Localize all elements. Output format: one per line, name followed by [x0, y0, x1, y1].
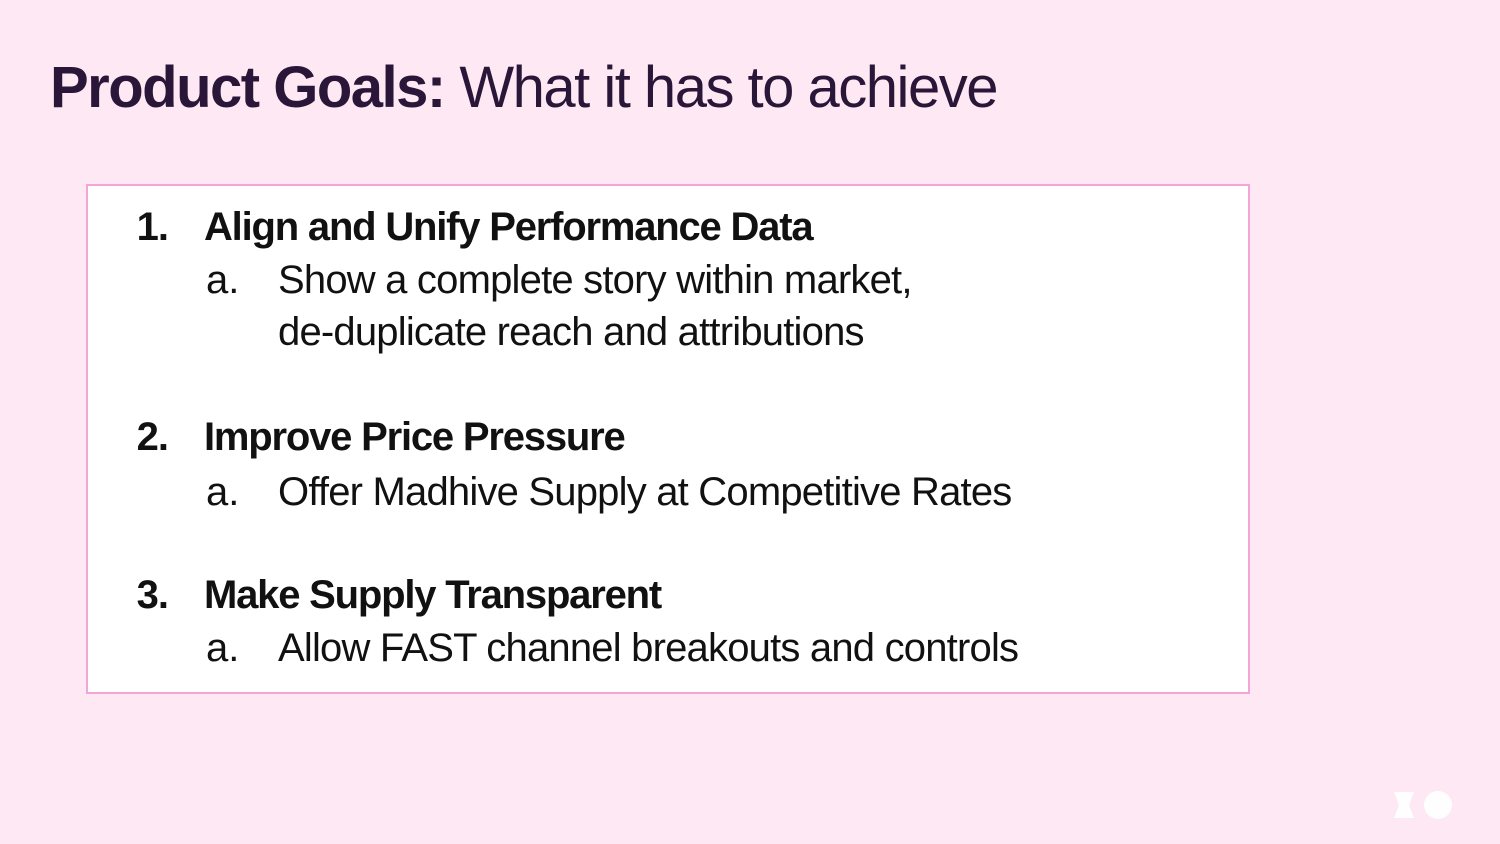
- goal-title: Align and Unify Performance Data: [204, 205, 814, 249]
- sub-item-text: Allow FAST channel breakouts and control…: [278, 626, 1019, 670]
- sub-item-text: Show a complete story within market,: [278, 258, 912, 302]
- sub-item-letter: a.: [206, 470, 240, 514]
- goal-number: 2.: [136, 415, 169, 459]
- slide-title-regular: What it has to achieve: [444, 55, 998, 120]
- sub-item-letter: a.: [206, 258, 240, 302]
- goal-number: 3.: [136, 573, 169, 617]
- goal-title: Improve Price Pressure: [204, 415, 626, 459]
- sub-item-text: Offer Madhive Supply at Competitive Rate…: [278, 470, 1012, 514]
- sub-item-text: de-duplicate reach and attributions: [278, 310, 865, 354]
- slide-title-bold: Product Goals:: [50, 55, 446, 120]
- goal-number: 1.: [136, 205, 169, 249]
- goal-title: Make Supply Transparent: [204, 573, 662, 617]
- goals-box: 1. Align and Unify Performance Data a. S…: [86, 184, 1250, 694]
- sub-item-letter: a.: [206, 626, 240, 670]
- brand-logo-icon: [1394, 791, 1452, 819]
- slide-title: Product Goals: What it has to achieve: [50, 52, 998, 124]
